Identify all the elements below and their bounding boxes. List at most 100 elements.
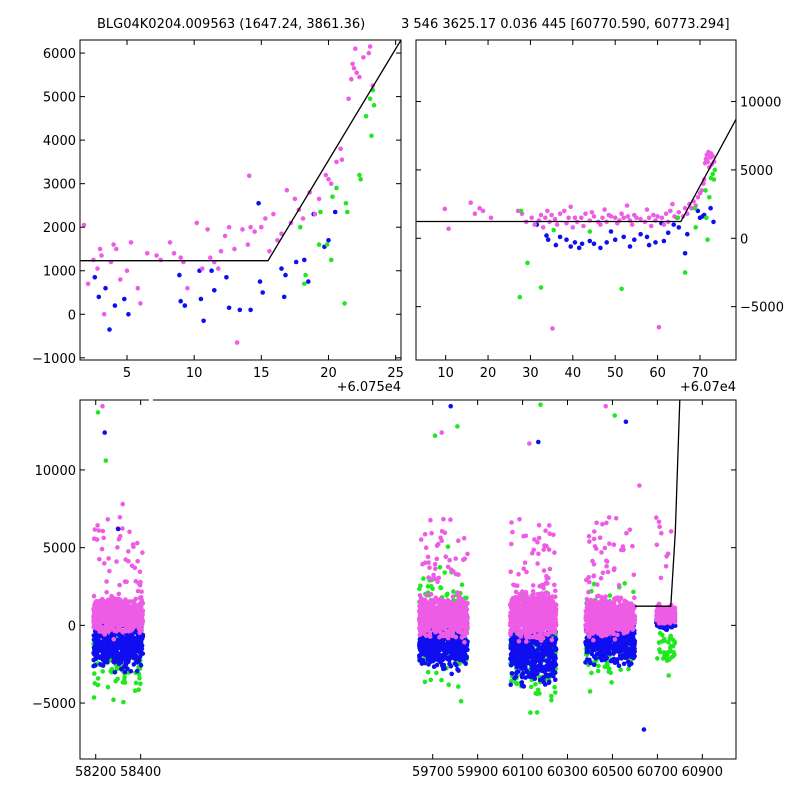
data-point-magenta: [107, 568, 112, 574]
data-point-magenta: [612, 215, 618, 221]
data-point-magenta: [547, 566, 553, 572]
data-point-blue: [427, 643, 432, 648]
data-point-blue: [676, 225, 682, 230]
data-point-magenta: [111, 608, 116, 614]
data-point-magenta: [544, 543, 549, 549]
data-point-magenta: [140, 550, 145, 555]
data-point-blue: [435, 638, 441, 644]
data-point-magenta: [114, 559, 119, 564]
data-point-magenta: [523, 589, 529, 595]
data-point-blue: [521, 644, 526, 650]
data-point-blue: [248, 307, 253, 313]
data-point-green: [703, 188, 708, 193]
data-point-magenta: [449, 623, 455, 628]
data-point-magenta: [549, 637, 555, 643]
data-point-magenta: [154, 253, 159, 258]
data-point-green: [439, 677, 444, 683]
data-point-magenta: [99, 617, 104, 622]
data-point-blue: [198, 296, 204, 302]
data-point-magenta: [109, 593, 114, 599]
data-point-magenta: [226, 224, 232, 230]
x-tick-label: 50: [607, 366, 624, 381]
data-point-magenta: [549, 212, 554, 218]
data-point-blue: [138, 662, 144, 668]
data-point-magenta: [117, 582, 122, 588]
data-point-green: [508, 678, 514, 684]
data-point-blue: [434, 650, 440, 655]
data-point-magenta: [103, 603, 109, 608]
data-point-magenta: [460, 608, 466, 613]
data-point-magenta: [138, 623, 144, 629]
data-point-magenta: [205, 227, 210, 232]
left-panel-title: BLG04K0204.009563 (1647.24, 3861.36): [97, 17, 366, 32]
data-point-blue: [529, 646, 534, 652]
data-point-blue: [454, 653, 459, 658]
data-point-green: [324, 242, 330, 247]
data-point-green: [303, 272, 308, 278]
data-point-magenta: [418, 614, 423, 619]
data-point-green: [518, 208, 524, 214]
data-point-magenta: [185, 285, 190, 291]
data-point-magenta: [520, 589, 525, 594]
data-point-magenta: [538, 638, 544, 643]
data-point-blue: [136, 645, 142, 651]
data-point-blue: [613, 648, 619, 654]
data-point-magenta: [115, 626, 120, 632]
data-point-magenta: [445, 564, 451, 570]
data-point-magenta: [453, 556, 459, 561]
data-point-magenta: [338, 146, 343, 152]
data-point-magenta: [271, 211, 276, 217]
data-point-magenta: [136, 612, 141, 618]
data-point-magenta: [139, 619, 144, 624]
x-tick-label: 25: [387, 366, 404, 381]
data-point-blue: [532, 676, 538, 682]
data-point-magenta: [95, 523, 100, 528]
data-point-blue: [118, 641, 123, 646]
data-point-magenta: [421, 606, 426, 611]
bottom-data-points: [91, 402, 678, 732]
data-point-green: [538, 285, 544, 290]
data-point-blue: [514, 670, 519, 676]
data-point-blue: [442, 666, 447, 671]
data-point-blue: [463, 661, 469, 667]
data-point-blue: [530, 651, 536, 657]
data-point-magenta: [547, 531, 552, 536]
data-point-magenta: [104, 612, 110, 617]
data-point-green: [367, 96, 373, 102]
data-point-magenta: [95, 266, 100, 271]
x-tick-label: 20: [320, 366, 337, 381]
data-point-blue: [534, 671, 540, 677]
data-point-magenta: [552, 582, 557, 588]
data-point-magenta: [119, 604, 124, 610]
data-point-green: [121, 699, 126, 705]
data-point-blue: [126, 652, 132, 657]
data-point-magenta: [232, 246, 237, 252]
data-point-magenta: [417, 628, 423, 634]
data-point-magenta: [550, 326, 555, 331]
top-right-model-line: [416, 118, 736, 223]
data-point-blue: [553, 242, 559, 248]
data-point-blue: [550, 665, 556, 670]
data-point-blue: [528, 654, 533, 660]
data-point-magenta: [424, 593, 429, 598]
data-point-magenta: [434, 556, 440, 562]
data-point-blue: [439, 646, 445, 652]
data-point-green: [451, 589, 456, 594]
data-point-green: [693, 225, 698, 230]
data-point-magenta: [546, 547, 552, 552]
data-point-magenta: [442, 631, 448, 637]
data-point-blue: [646, 242, 652, 248]
data-point-magenta: [429, 598, 435, 603]
data-point-blue: [421, 650, 427, 655]
data-point-magenta: [518, 621, 523, 627]
data-point-magenta: [536, 522, 542, 528]
data-point-magenta: [252, 229, 257, 234]
data-point-magenta: [326, 177, 331, 182]
data-point-magenta: [125, 616, 130, 622]
data-point-green: [438, 585, 444, 591]
data-point-magenta: [124, 268, 130, 274]
data-point-blue: [545, 673, 550, 679]
data-point-magenta: [460, 598, 466, 603]
data-point-green: [553, 690, 558, 695]
